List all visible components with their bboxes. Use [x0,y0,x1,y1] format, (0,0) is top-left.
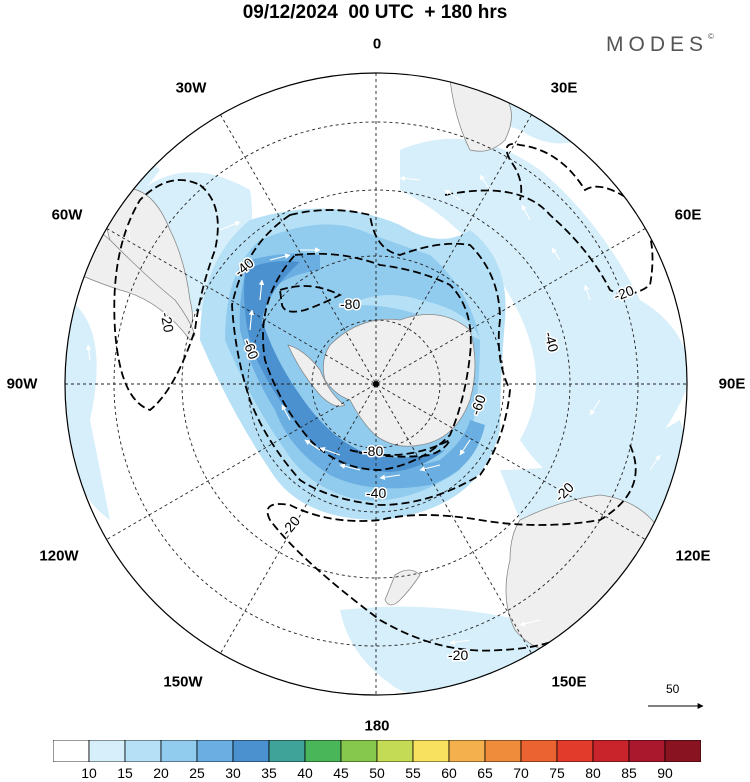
contour-lines [113,143,661,652]
colorbar-swatch [592,740,630,762]
contour-label: -20 [448,647,468,663]
colorbar-swatch [196,740,234,762]
map-boundary [64,72,688,696]
colorbar-swatch [53,740,90,762]
longitude-label-30w: 30W [175,79,207,97]
colorbar-tick-label: 85 [621,765,637,781]
colorbar-tick-label: 50 [369,765,385,781]
land [65,78,664,653]
brand-copyright: © [708,32,714,41]
contour-label: -40 [541,330,562,354]
longitude-label-120e: 120E [675,547,711,565]
longitude-label-0: 0 [372,35,382,53]
colorbar-swatch [88,740,126,762]
colorbar-tick-label: 30 [225,765,241,781]
contour-label: -80 [363,443,383,459]
reference-vector-value: 50 [666,682,680,696]
contour-label: -40 [366,485,386,501]
colorbar-tick-label: 35 [261,765,277,781]
colorbar-swatch [412,740,450,762]
colorbar-swatch [340,740,378,762]
colorbar-swatch [268,740,306,762]
longitude-label-90w: 90W [6,375,38,393]
contour-label: -80 [340,296,360,312]
meridians [65,73,687,695]
colorbar-tick-label: 45 [333,765,349,781]
brand-logo: MODES© [606,32,714,57]
colorbar-swatch [556,740,594,762]
longitude-label-90e: 90E [718,375,746,393]
contour-label: -20 [158,311,177,334]
colorbar-swatch [124,740,162,762]
colorbar-tick-label: 25 [189,765,205,781]
longitude-label-30e: 30E [550,79,578,97]
map-field [65,73,687,695]
colorbar-tick-label: 15 [117,765,133,781]
contour-label-group: -80 -80 -60 -60 -40 -40 -40 -20 -20 -20 … [156,253,637,665]
colorbar-tick-label: 65 [477,765,493,781]
brand-name: MODES [606,33,709,56]
longitude-label-60e: 60E [674,206,702,224]
colorbar-swatch [304,740,342,762]
map-title: 09/12/2024 00 UTC + 180 hrs [242,2,508,23]
colorbar-swatch [448,740,486,762]
colorbar-swatch [664,740,701,762]
colorbar-swatch [484,740,522,762]
colorbar-tick-label: 90 [657,765,673,781]
colorbar-tick-label: 55 [405,765,421,781]
colorbar-tick-label: 70 [513,765,529,781]
polar-map: -80 -80 -60 -60 -40 -40 -40 -20 -20 -20 … [64,72,704,709]
wind-vectors [85,174,661,645]
colorbar [53,740,701,762]
colorbar-tick-label: 60 [441,765,457,781]
colorbar-tick-label: 40 [297,765,313,781]
longitude-label-150w: 150W [163,673,203,691]
longitude-label-180: 180 [364,717,390,735]
colorbar-swatch [520,740,558,762]
colorbar-tick-label: 75 [549,765,565,781]
south-pole-marker [373,381,379,387]
longitude-label-60w: 60W [51,206,83,224]
colorbar-swatch [160,740,198,762]
colorbar-tick-label: 20 [153,765,169,781]
longitude-label-120w: 120W [39,547,79,565]
longitude-label-150e: 150E [551,673,587,691]
colorbar-swatch [376,740,414,762]
colorbar-tick-label: 80 [585,765,601,781]
colorbar-swatch [628,740,666,762]
colorbar-swatch [232,740,270,762]
colorbar-tick-label: 10 [81,765,97,781]
